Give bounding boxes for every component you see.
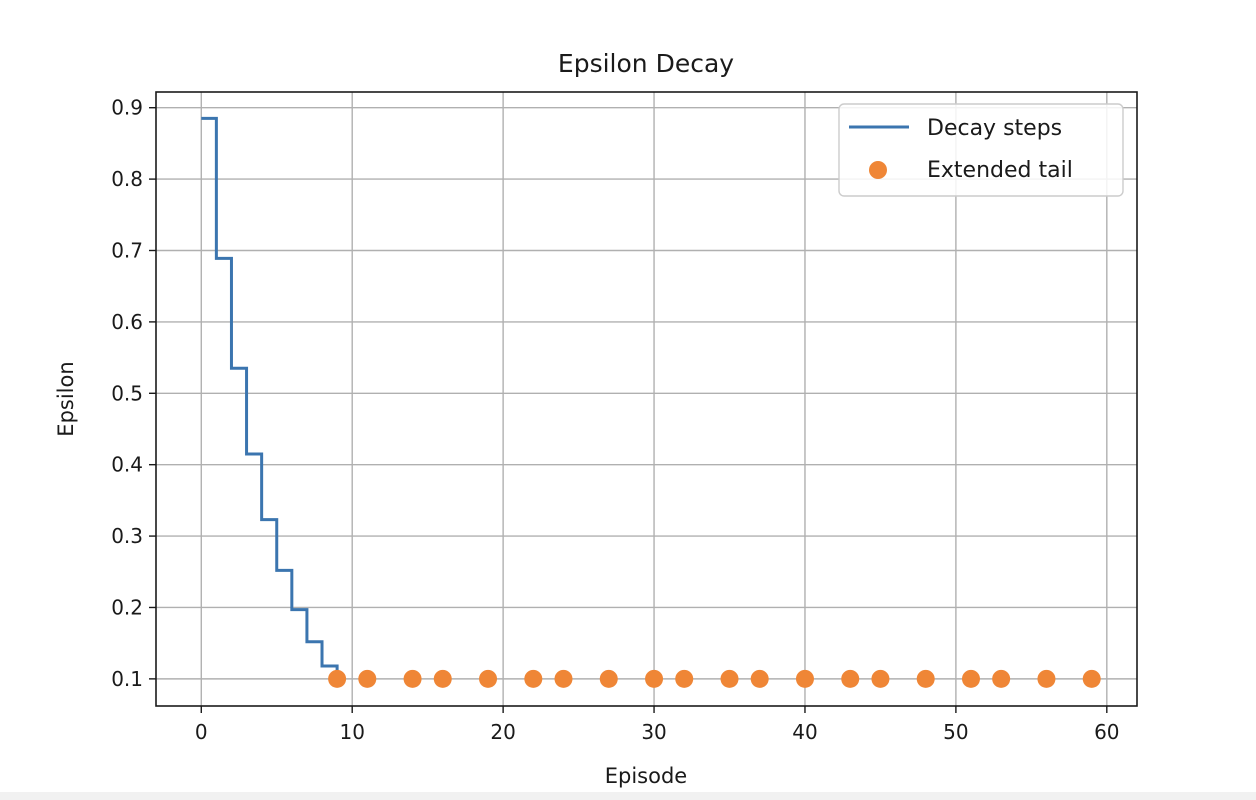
extended-tail-point	[795, 669, 814, 688]
y-tick-label: 0.7	[111, 238, 143, 262]
y-axis-label: Epsilon	[54, 361, 78, 436]
x-axis-label: Episode	[605, 764, 687, 788]
legend-label-decay-steps: Decay steps	[927, 116, 1062, 141]
y-tick-label: 0.6	[111, 310, 143, 334]
extended-tail-point	[916, 669, 935, 688]
extended-tail-point	[871, 669, 890, 688]
extended-tail-point	[841, 669, 860, 688]
extended-tail-point	[328, 669, 347, 688]
y-tick-label: 0.3	[111, 524, 143, 548]
extended-tail-point	[961, 669, 980, 688]
extended-tail-point	[1037, 669, 1056, 688]
extended-tail-point	[403, 669, 422, 688]
extended-tail-point	[992, 669, 1011, 688]
extended-tail-point	[599, 669, 618, 688]
x-axis-ticks: 0 10 20 30 40 50 60	[195, 706, 1120, 744]
extended-tail-point	[358, 669, 377, 688]
extended-tail-point	[554, 669, 573, 688]
grid-lines	[156, 92, 1137, 706]
extended-tail-point	[675, 669, 694, 688]
series-layer	[201, 116, 1101, 688]
y-axis-ticks: 0.1 0.2 0.3 0.4 0.5 0.6 0.7 0.8 0.9	[111, 96, 156, 691]
plot-frame	[155, 91, 1138, 707]
x-tick-label: 40	[792, 720, 817, 744]
legend: Decay steps Extended tail	[838, 103, 1124, 197]
legend-box	[838, 103, 1124, 197]
extended-tail-point	[750, 669, 769, 688]
x-tick-label: 50	[943, 720, 968, 744]
legend-label-extended-tail: Extended tail	[927, 158, 1073, 183]
decay-steps-line	[201, 116, 339, 679]
extended-tail-point	[645, 669, 664, 688]
y-tick-label: 0.8	[111, 167, 143, 191]
bottom-strip	[0, 792, 1256, 800]
x-tick-label: 60	[1094, 720, 1119, 744]
x-tick-label: 0	[195, 720, 208, 744]
chart-title: Epsilon Decay	[558, 49, 734, 78]
extended-tail-point	[479, 669, 498, 688]
y-tick-label: 0.5	[111, 381, 143, 405]
legend-swatch-extended-tail	[869, 161, 887, 179]
y-tick-label: 0.1	[111, 667, 143, 691]
extended-tail-point	[524, 669, 543, 688]
extended-tail-point	[433, 669, 452, 688]
y-tick-label: 0.4	[111, 453, 143, 477]
x-tick-label: 30	[641, 720, 666, 744]
extended-tail-point	[1082, 669, 1101, 688]
y-tick-label: 0.2	[111, 595, 143, 619]
y-tick-label: 0.9	[111, 96, 143, 120]
x-tick-label: 10	[339, 720, 364, 744]
x-tick-label: 20	[490, 720, 515, 744]
extended-tail-point	[720, 669, 739, 688]
